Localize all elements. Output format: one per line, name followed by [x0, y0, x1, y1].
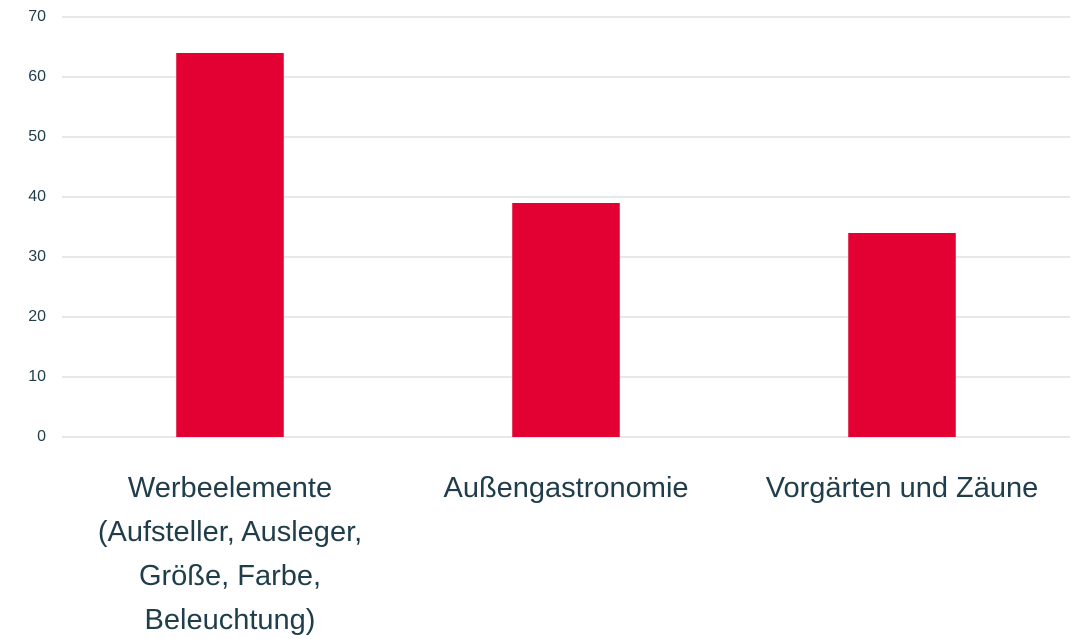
x-tick-label: Vorgärten und Zäune [765, 472, 1039, 504]
y-tick-label: 70 [28, 8, 46, 25]
y-tick-label: 20 [28, 308, 46, 325]
y-tick-label: 0 [37, 428, 46, 445]
y-tick-label: 60 [28, 68, 46, 85]
bar [848, 233, 956, 437]
y-tick-label: 40 [28, 188, 46, 205]
y-tick-label: 30 [28, 248, 46, 265]
y-tick-label: 10 [28, 368, 46, 385]
y-tick-label: 50 [28, 128, 46, 145]
bar [512, 203, 620, 437]
x-tick-label: Werbeelemente (Aufsteller, Ausleger, Grö… [97, 472, 363, 636]
x-tick-label: Außengastronomie [443, 472, 689, 504]
bar [176, 53, 284, 437]
